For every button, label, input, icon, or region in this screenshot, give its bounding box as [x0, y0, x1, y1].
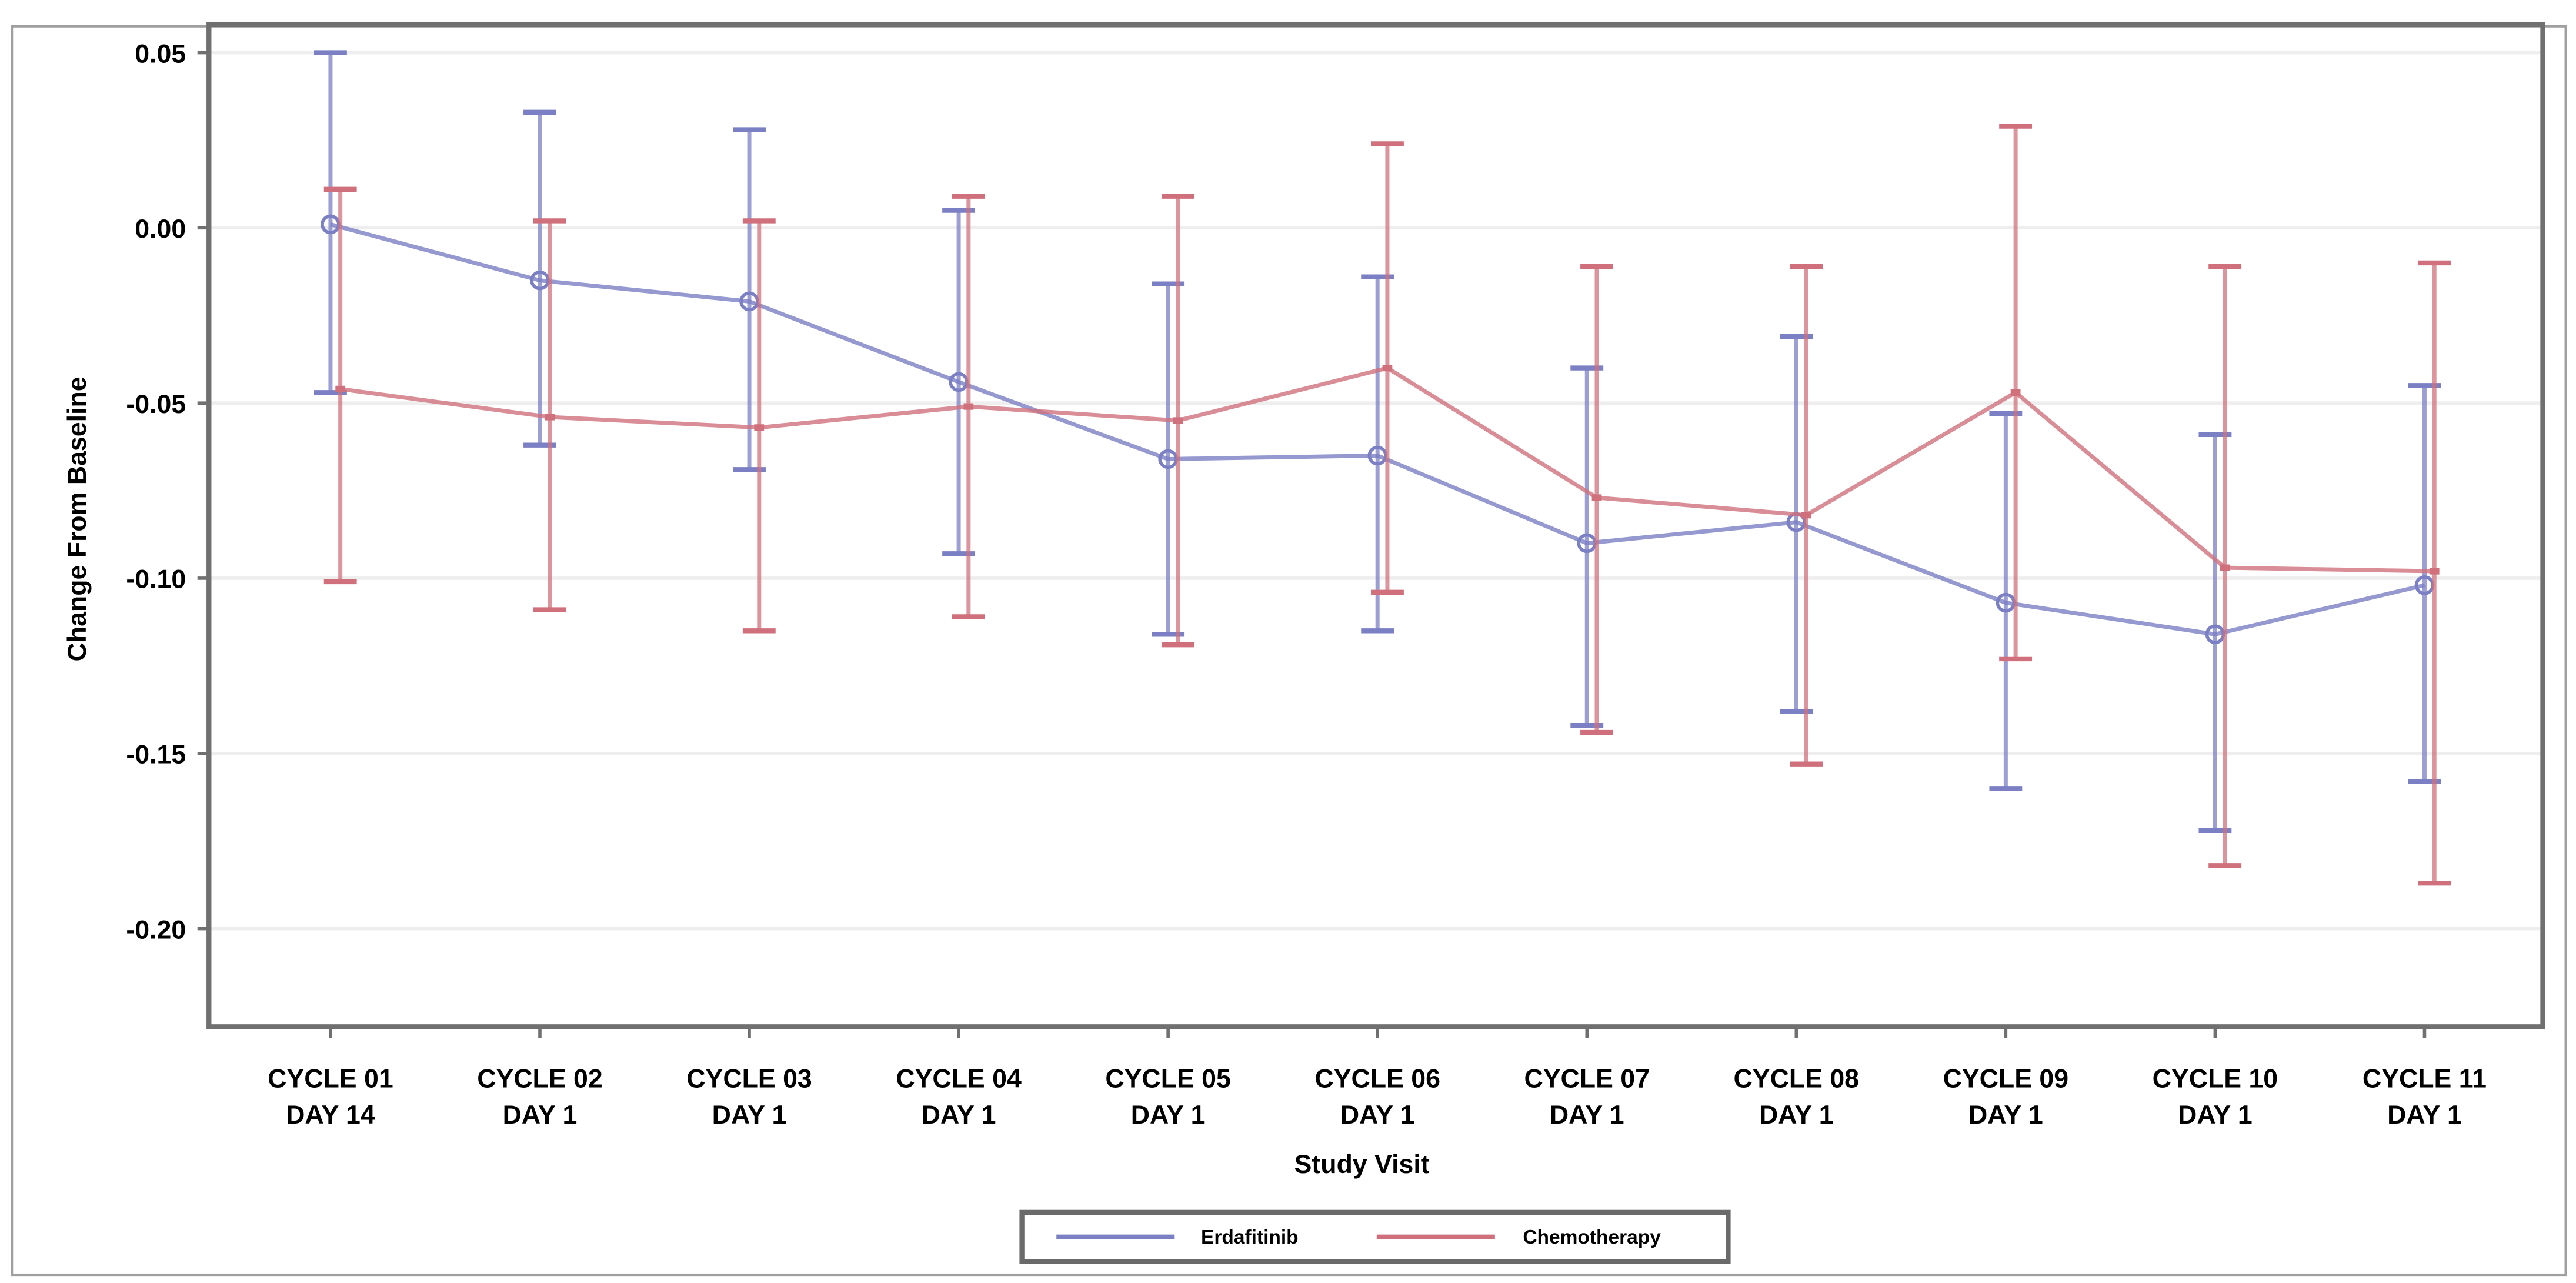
- data-point: [545, 414, 555, 421]
- x-tick-label: CYCLE 07: [1524, 1065, 1650, 1094]
- x-tick-label: CYCLE 08: [1734, 1065, 1860, 1094]
- x-tick-label: CYCLE 02: [477, 1065, 603, 1094]
- series-erdafitinib: [314, 50, 2441, 834]
- data-point: [2010, 389, 2021, 396]
- data-point: [754, 424, 765, 431]
- series-chemotherapy: [323, 124, 2451, 886]
- x-tick-label: CYCLE 11: [2363, 1065, 2487, 1094]
- x-tick-label: DAY 1: [1759, 1101, 1834, 1129]
- legend: Erdafitinib Chemotherapy: [1019, 1209, 1731, 1264]
- y-axis-label: Change From Baseline: [63, 376, 92, 661]
- x-tick-label: DAY 1: [1550, 1101, 1624, 1129]
- data-point: [2220, 564, 2230, 571]
- data-point: [1801, 512, 1811, 519]
- x-tick-label: DAY 1: [2178, 1101, 2253, 1129]
- x-tick-label: CYCLE 04: [896, 1065, 1022, 1094]
- x-tick-label: CYCLE 09: [1943, 1065, 2069, 1094]
- data-point: [335, 385, 346, 392]
- x-tick-label: DAY 1: [503, 1101, 578, 1129]
- y-tick-label: -0.20: [126, 915, 186, 944]
- data-point: [963, 403, 974, 410]
- x-tick-label: DAY 1: [712, 1101, 787, 1129]
- x-tick-label: DAY 1: [1131, 1101, 1206, 1129]
- y-tick-label: -0.15: [126, 741, 186, 769]
- y-tick-label: -0.05: [126, 390, 186, 419]
- x-tick-label: DAY 1: [2387, 1101, 2462, 1129]
- x-tick-label: DAY 14: [286, 1101, 375, 1129]
- x-tick-label: CYCLE 05: [1105, 1065, 1231, 1094]
- data-point: [1173, 417, 1183, 424]
- y-tick-label: 0.05: [135, 39, 186, 68]
- legend-label-chemotherapy: Chemotherapy: [1523, 1227, 1661, 1248]
- x-tick-label: CYCLE 03: [686, 1065, 812, 1094]
- x-tick-label: CYCLE 01: [268, 1065, 393, 1094]
- legend-label-erdafitinib: Erdafitinib: [1201, 1227, 1299, 1248]
- data-point: [2429, 568, 2440, 575]
- data-point: [1382, 365, 1393, 372]
- x-tick-label: DAY 1: [922, 1101, 996, 1129]
- y-tick-label: 0.00: [135, 215, 186, 244]
- plot-area: [206, 22, 2545, 1029]
- outer-frame: [11, 25, 2567, 1277]
- x-tick-label: DAY 1: [1340, 1101, 1415, 1129]
- x-tick-label: DAY 1: [1968, 1101, 2043, 1129]
- x-tick-label: CYCLE 06: [1314, 1065, 1440, 1094]
- x-axis-label: Study Visit: [1294, 1150, 1430, 1179]
- y-tick-label: -0.10: [126, 565, 186, 594]
- x-tick-label: CYCLE 10: [2153, 1065, 2278, 1094]
- data-point: [1591, 494, 1602, 501]
